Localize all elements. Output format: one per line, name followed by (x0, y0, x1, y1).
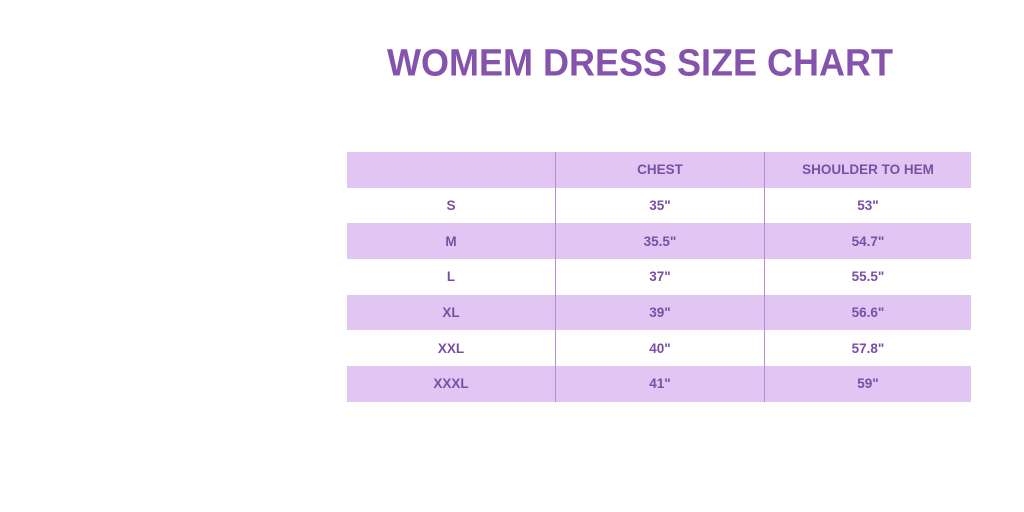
table-header-row: CHEST SHOULDER TO HEM (347, 152, 971, 188)
cell-chest: 39" (555, 294, 765, 331)
cell-chest: 35.5" (555, 223, 765, 260)
size-chart-table: CHEST SHOULDER TO HEM S 35" 53" M 35.5" 54.7"… (347, 152, 971, 402)
table-row: S 35" 53" (347, 187, 971, 224)
header-chest: CHEST (555, 152, 765, 188)
cell-size: L (347, 259, 556, 295)
header-shoulder-to-hem: SHOULDER TO HEM (764, 152, 971, 188)
cell-chest: 40" (555, 330, 765, 367)
table-row: XL 39" 56.6" (347, 294, 971, 331)
cell-shoulder-to-hem: 55.5" (851, 269, 885, 285)
cell-size: XXL (347, 330, 556, 367)
cell-size: XXXL (347, 366, 556, 402)
table-row: XXXL 41" 59" (347, 366, 971, 402)
table-row: M 35.5" 54.7" (347, 223, 971, 260)
cell-shoulder-to-hem: 56.6" (764, 294, 971, 331)
cell-chest: 35" (555, 187, 765, 224)
table-row: L 37" 55.5" (347, 259, 971, 295)
cell-shoulder-to-hem: 57.8" (851, 340, 885, 356)
header-size (347, 152, 556, 188)
table-row: XXL 40" 57.8" (347, 330, 971, 367)
cell-shoulder-to-hem: 54.7" (764, 223, 971, 260)
cell-chest: 41" (555, 366, 765, 402)
page-title: WOMEM DRESS SIZE CHART (386, 40, 893, 84)
cell-chest: 37" (555, 259, 765, 295)
cell-shoulder-to-hem: 59" (764, 366, 971, 402)
cell-size: M (347, 223, 556, 260)
cell-size: S (347, 187, 556, 224)
cell-shoulder-to-hem: 53" (857, 198, 879, 214)
cell-size: XL (347, 294, 556, 331)
